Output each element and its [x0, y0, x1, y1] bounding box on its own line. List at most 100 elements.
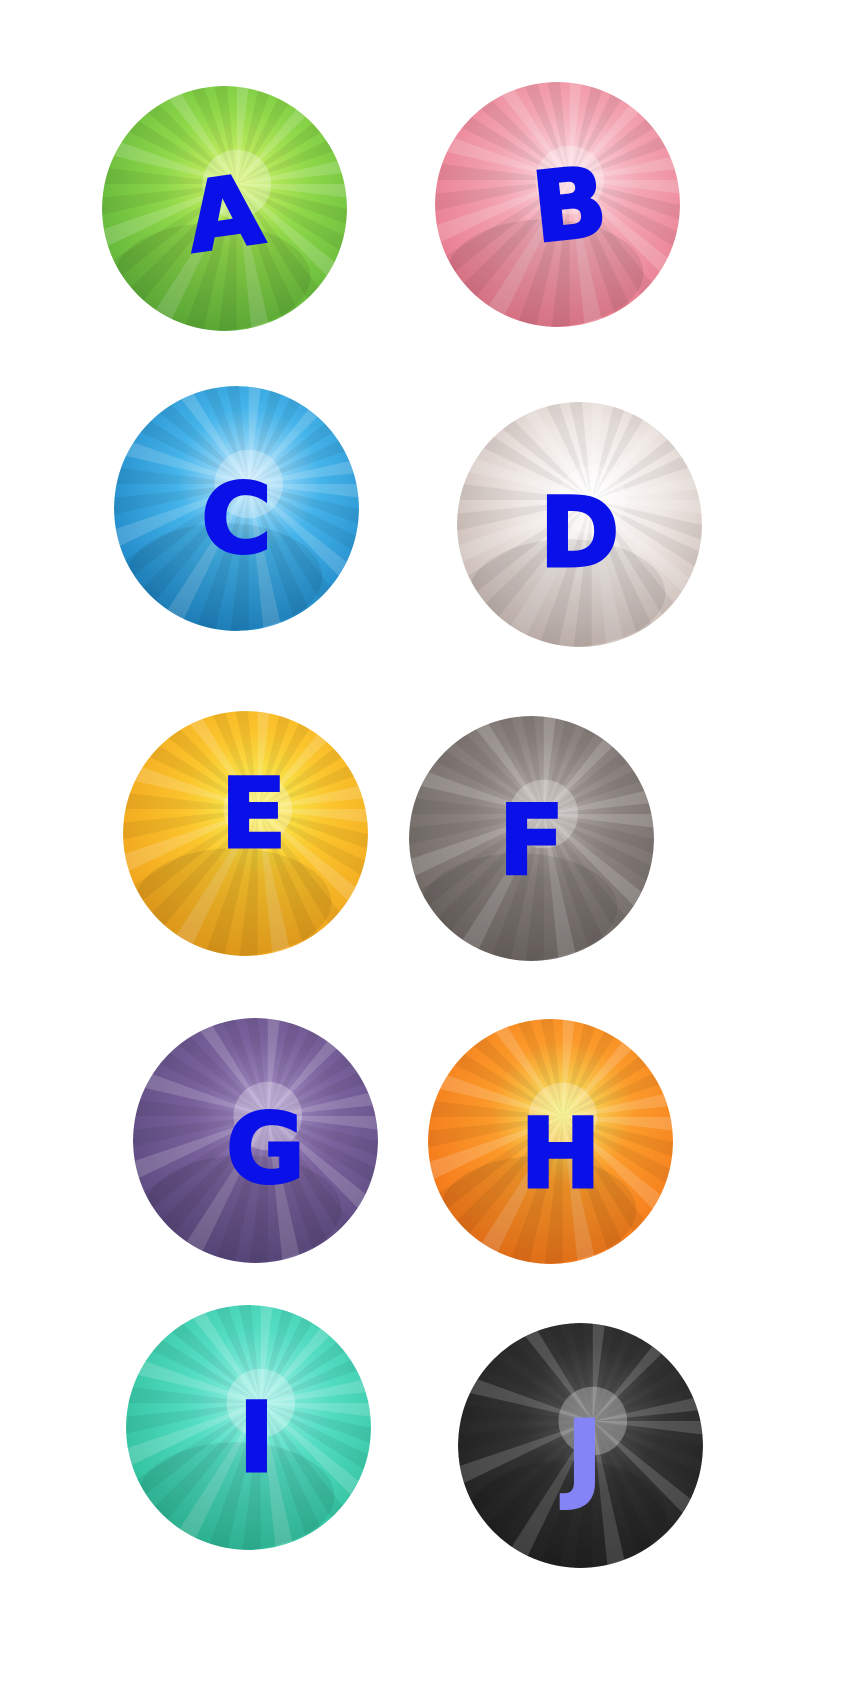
gem-facet [458, 1421, 593, 1486]
gem-a: A [102, 86, 347, 331]
gem-b-facets [435, 82, 680, 327]
gem-facet [257, 755, 368, 809]
gem-facet [257, 809, 368, 922]
gem-facet [248, 484, 359, 556]
gem-facet [248, 484, 359, 597]
gem-facet [166, 1403, 261, 1550]
gem-letter-a: A [178, 151, 270, 275]
gem-facet [236, 184, 308, 331]
gem-shadow [440, 1156, 637, 1264]
gem-facet [245, 1018, 268, 1116]
gem-facet [562, 1019, 663, 1117]
gem-facet [105, 184, 237, 328]
gem-facet [257, 809, 368, 881]
gem-d: D [457, 402, 702, 647]
gem-facet [133, 1116, 268, 1181]
gem-facet [543, 716, 607, 814]
gem-facet [248, 484, 320, 631]
gem-g: G [133, 1018, 378, 1263]
gem-facet [592, 1323, 629, 1421]
gem-sparkle [233, 1081, 303, 1151]
gem-facet [260, 1305, 273, 1403]
gem-shadow [470, 1460, 667, 1568]
gem-sparkle [558, 1386, 628, 1456]
gem-facet [257, 783, 368, 809]
gem-i: I [126, 1305, 371, 1550]
gem-facet [129, 1403, 261, 1547]
gem-d-body [457, 402, 702, 647]
gem-h-facets [428, 1019, 673, 1264]
gem-facet [544, 1117, 563, 1264]
gem-f: F [409, 716, 654, 961]
gem-a-facets [102, 86, 347, 331]
gem-sparkle [557, 465, 627, 535]
gem-shadow [135, 848, 332, 956]
gem-facet [257, 711, 321, 809]
gem-facet [509, 1117, 563, 1264]
gem-facet [412, 814, 544, 958]
gem-facet [592, 1323, 693, 1421]
gem-e-facets [123, 711, 368, 956]
gem-shadow [447, 219, 644, 327]
gem-facet [428, 1117, 563, 1182]
gem-sparkle [202, 149, 272, 219]
gem-e: E [123, 711, 368, 956]
gem-facet [260, 1305, 324, 1403]
gem-sparkle [535, 145, 605, 215]
gem-letter-j: J [565, 1399, 604, 1512]
gem-facet [591, 402, 655, 500]
gem-facet [569, 82, 633, 180]
gem-facet [163, 809, 258, 956]
gem-shadow [126, 523, 323, 631]
gem-facet [461, 1421, 593, 1565]
gem-facet [126, 1403, 261, 1468]
gem-facet [562, 1117, 597, 1264]
gem-facet [438, 180, 570, 324]
gem-facet [136, 1116, 268, 1260]
gem-facet [126, 809, 258, 953]
gem-c: C [114, 386, 359, 631]
gem-facet [562, 1019, 626, 1117]
gem-facet [435, 163, 570, 180]
gem-facet [226, 386, 249, 484]
gem-facet [569, 180, 680, 293]
gem-sparkle [223, 774, 293, 844]
gem-sparkle [509, 779, 579, 849]
gem-facet [248, 386, 312, 484]
gem-f-facets [409, 716, 654, 961]
gem-facet [591, 500, 702, 572]
gem-facet [543, 716, 644, 814]
gem-sparkle [528, 1082, 598, 1152]
gem-facet [543, 716, 580, 814]
gem-facet [491, 82, 570, 180]
gem-facet [260, 1403, 371, 1516]
gem-i-facets [126, 1305, 371, 1550]
gem-h: H [428, 1019, 673, 1264]
gem-facet [591, 500, 626, 647]
gem-j: J [458, 1323, 703, 1568]
gem-facet [236, 158, 347, 184]
gem-j-body [458, 1323, 703, 1568]
gem-shadow [138, 1442, 335, 1550]
gem-facet [543, 760, 654, 814]
gem-e-body [123, 711, 368, 956]
gem-facet [133, 1116, 268, 1224]
gem-g-body [133, 1018, 378, 1263]
gem-letter-i: I [237, 1381, 276, 1494]
gem-facet [154, 484, 249, 631]
gem-facet [562, 1117, 673, 1230]
gem-facet [551, 180, 570, 327]
gem-facet [539, 1421, 593, 1568]
gem-facet [173, 1116, 268, 1263]
gem-c-body [114, 386, 359, 631]
gem-a-body [102, 86, 347, 331]
gem-j-facets [458, 1323, 703, 1568]
gem-i-body [126, 1305, 371, 1550]
gem-facet [267, 1018, 280, 1116]
gem-facet [569, 180, 680, 194]
gem-h-body [428, 1019, 673, 1264]
gem-facet [142, 184, 237, 331]
gem-facet [484, 1019, 563, 1117]
gem-facet [569, 180, 604, 327]
gem-facet [569, 180, 680, 220]
